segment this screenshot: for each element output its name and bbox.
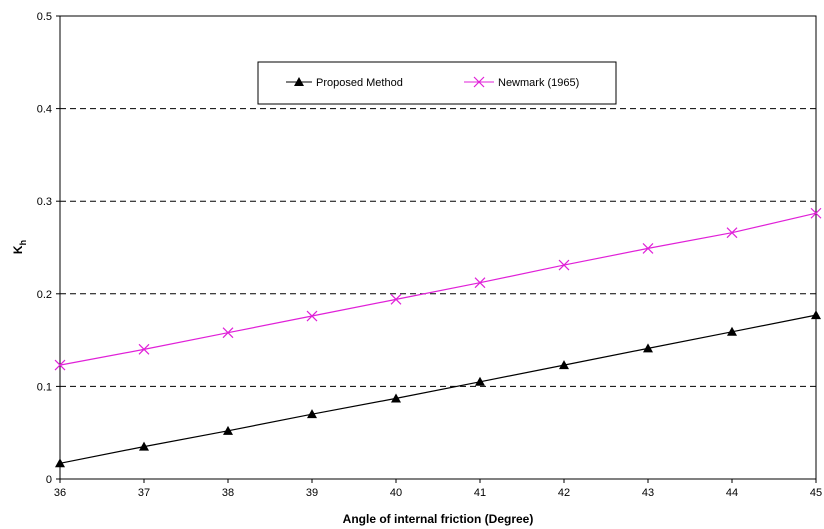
x-axis-title: Angle of internal friction (Degree) [343,512,534,526]
data-point-newmark [642,243,654,254]
data-point-newmark [810,207,822,219]
data-point-proposed-method [643,343,653,353]
data-point-newmark [558,259,570,271]
data-point-newmark [138,343,150,355]
x-axis: 36 37 38 39 40 41 42 43 44 45 [54,479,822,499]
data-point-proposed-method [307,409,317,419]
y-axis-title: Kh [11,240,28,254]
legend-box [257,61,617,105]
y-axis: 0 0.1 0.2 0.3 0.4 0.5 [37,11,60,486]
data-point-newmark [222,327,234,339]
data-point-newmark [54,359,66,371]
data-point-newmark [474,277,486,289]
y-tick-label: 0.2 [37,289,52,301]
y-tick-label: 0.4 [37,104,52,116]
gridlines [60,108,816,387]
data-point-proposed-method [727,326,737,336]
data-point-proposed-method [475,376,485,386]
legend-marker-newmark [473,76,485,88]
data-point-newmark [306,310,318,322]
x-tick-label: 40 [390,487,402,499]
data-point-proposed-method [139,441,149,451]
x-tick-label: 38 [222,487,234,499]
series-line-newmark [59,212,817,366]
data-point-proposed-method [811,310,821,320]
series-line-proposed-method [59,314,817,464]
data-point-proposed-method [559,360,569,370]
y-tick-label: 0.5 [37,11,52,23]
x-tick-label: 41 [474,487,486,499]
series-layer [54,207,822,468]
x-tick-label: 44 [726,487,738,499]
y-axis-title-main: K [11,245,25,254]
x-tick-label: 36 [54,487,66,499]
y-tick-label: 0 [46,474,52,486]
data-point-newmark [726,227,738,239]
svg-text:Kh: Kh [11,240,28,254]
y-axis-title-subscript: h [18,240,28,246]
x-tick-label: 42 [558,487,570,499]
data-point-proposed-method [55,458,65,468]
legend-marker-proposed [294,77,304,86]
legend: Proposed Method Newmark (1965) [257,61,617,105]
x-tick-label: 37 [138,487,150,499]
data-point-newmark [390,293,402,305]
x-tick-label: 45 [810,487,822,499]
legend-label-proposed: Proposed Method [316,77,403,89]
data-point-proposed-method [391,393,401,403]
x-tick-label: 39 [306,487,318,499]
x-tick-label: 43 [642,487,654,499]
data-point-proposed-method [223,425,233,435]
plot-area-frame [59,15,817,480]
y-tick-label: 0.1 [37,381,52,393]
legend-label-newmark: Newmark (1965) [498,77,579,89]
y-tick-label: 0.3 [37,196,52,208]
